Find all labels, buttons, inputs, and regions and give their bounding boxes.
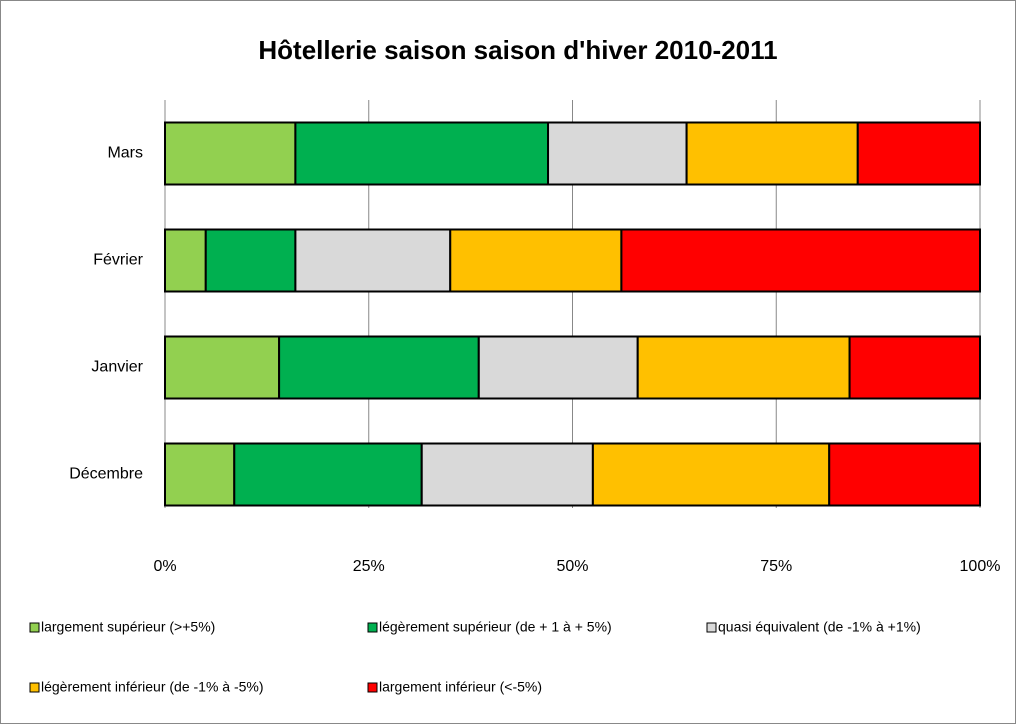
legend-swatch — [29, 682, 40, 693]
bar-segment — [591, 442, 831, 507]
bar-segment — [848, 335, 981, 400]
x-tick-label: 75% — [760, 558, 792, 575]
y-tick-label: Février — [93, 252, 143, 269]
x-tick-label: 0% — [153, 558, 176, 575]
legend-label: quasi équivalent (de -1% à +1%) — [718, 619, 921, 635]
legend-swatch — [367, 622, 378, 633]
bar-segment — [294, 121, 550, 186]
legend-label: légèrement inférieur (de -1% à -5%) — [41, 679, 264, 695]
bar-segment — [620, 228, 982, 293]
bar-segment — [278, 335, 480, 400]
bar-segment — [685, 121, 859, 186]
bar-segment — [420, 442, 594, 507]
chart-title: Hôtellerie saison saison d'hiver 2010-20… — [258, 35, 777, 65]
bar-segment — [547, 121, 688, 186]
legend-label: légèrement supérieur (de + 1 à + 5%) — [379, 619, 612, 635]
bar-segment — [856, 121, 981, 186]
bar-segment — [233, 442, 423, 507]
legend-label: largement inférieur (<-5%) — [379, 679, 542, 695]
bar-segment — [164, 228, 207, 293]
bar-segment — [477, 335, 639, 400]
x-tick-label: 25% — [353, 558, 385, 575]
y-tick-label: Janvier — [91, 359, 143, 376]
legend-label: largement supérieur (>+5%) — [41, 619, 215, 635]
bar-segment — [449, 228, 623, 293]
bar-segment — [636, 335, 851, 400]
bar-segment — [294, 228, 452, 293]
legend-swatch — [706, 622, 717, 633]
y-tick-label: Mars — [107, 145, 143, 162]
y-tick-label: Décembre — [69, 466, 143, 483]
legend-swatch — [367, 682, 378, 693]
x-tick-label: 100% — [960, 558, 1001, 575]
bar-segment — [204, 228, 297, 293]
bar-segment — [828, 442, 981, 507]
bar-segment — [164, 335, 281, 400]
legend-swatch — [29, 622, 40, 633]
x-tick-label: 50% — [556, 558, 588, 575]
bar-segment — [164, 442, 236, 507]
bar-segment — [164, 121, 297, 186]
